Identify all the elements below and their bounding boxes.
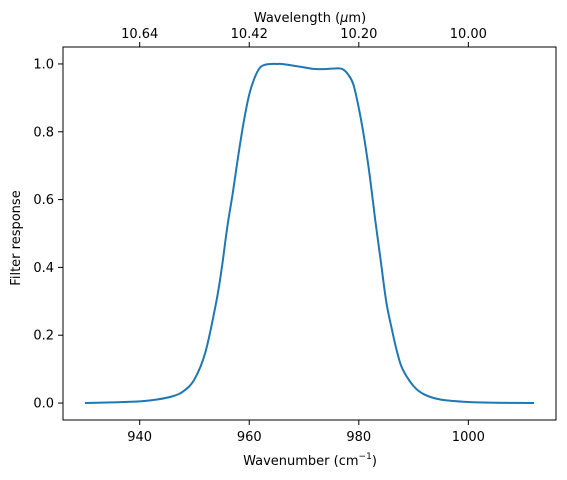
filter-response-line bbox=[84, 62, 535, 405]
x-tick-label: 980 bbox=[346, 430, 371, 445]
y-tick-label: 0.8 bbox=[33, 125, 54, 140]
x-axis-label: Wavenumber (cm−1) bbox=[243, 452, 377, 469]
plot-area bbox=[62, 46, 557, 421]
y-axis-label: Filter response bbox=[9, 190, 24, 285]
top-tick-label: 10.20 bbox=[340, 27, 377, 42]
y-tick-label: 0.4 bbox=[33, 261, 54, 276]
x-tick-label: 960 bbox=[237, 430, 262, 445]
top-tick-label: 10.00 bbox=[450, 27, 487, 42]
y-tick-label: 1.0 bbox=[33, 57, 54, 72]
top-tick-label: 10.64 bbox=[121, 27, 158, 42]
left-y-axis: 0.0 0.2 0.4 0.6 0.8 1.0 bbox=[33, 57, 63, 412]
series-layer bbox=[84, 62, 535, 405]
top-tick-label: 10.42 bbox=[231, 27, 268, 42]
y-tick-label: 0.0 bbox=[33, 397, 54, 412]
x-tick-label: 940 bbox=[127, 430, 152, 445]
bottom-x-axis: 940 960 980 1000 bbox=[127, 420, 485, 445]
top-x-axis-label: Wavelength (μm) bbox=[254, 11, 366, 26]
x-tick-label: 1000 bbox=[452, 430, 485, 445]
y-tick-label: 0.6 bbox=[33, 193, 54, 208]
y-tick-label: 0.2 bbox=[33, 329, 54, 344]
top-x-axis: 10.64 10.42 10.20 10.00 bbox=[121, 27, 487, 47]
